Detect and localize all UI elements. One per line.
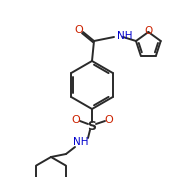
Text: NH: NH — [73, 137, 89, 147]
Text: S: S — [88, 119, 97, 133]
Text: O: O — [144, 26, 153, 36]
Text: O: O — [75, 25, 83, 35]
Text: NH: NH — [117, 31, 132, 41]
Text: O: O — [105, 115, 113, 125]
Text: O: O — [72, 115, 80, 125]
